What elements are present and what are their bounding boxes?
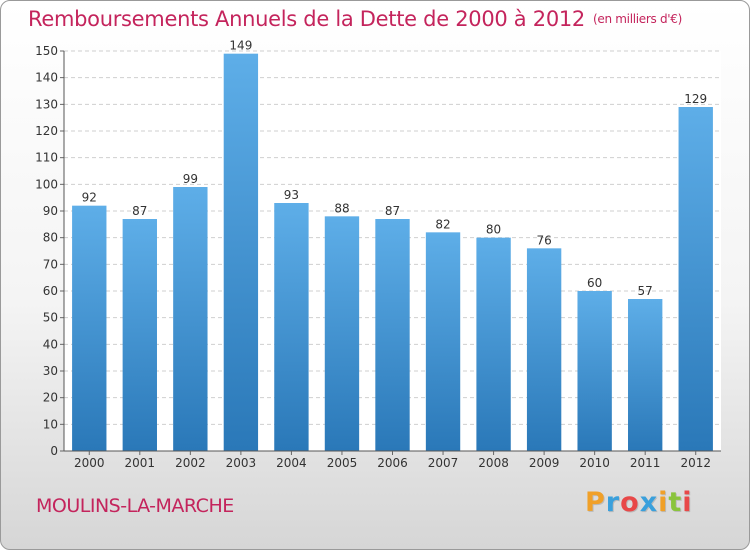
data-label: 76 — [536, 233, 551, 247]
data-label: 149 — [229, 39, 252, 53]
data-label: 129 — [684, 92, 707, 106]
bar-2012 — [678, 107, 713, 451]
place-name: MOULINS-LA-MARCHE — [36, 495, 234, 517]
y-tick-label: 70 — [43, 257, 58, 271]
logo-letter: r — [605, 487, 621, 518]
y-tick-label: 110 — [35, 151, 58, 165]
y-tick-label: 0 — [50, 444, 58, 458]
x-tick-label: 2001 — [125, 456, 156, 470]
logo-letter: t — [668, 487, 683, 518]
y-tick-label: 130 — [35, 97, 58, 111]
y-tick-label: 100 — [35, 177, 58, 191]
y-tick-label: 60 — [43, 284, 58, 298]
data-label: 99 — [183, 172, 198, 186]
data-label: 87 — [132, 204, 147, 218]
bar-2004 — [274, 203, 309, 451]
x-tick-label: 2009 — [529, 456, 560, 470]
bar-2000 — [72, 205, 107, 451]
x-tick-label: 2008 — [478, 456, 509, 470]
bar-2001 — [122, 219, 157, 451]
y-axis: 0 10 20 30 40 50 60 70 80 90 100 110 120 130 140 150 — [35, 44, 65, 458]
bar-2002 — [173, 187, 208, 451]
data-label: 82 — [435, 217, 450, 231]
y-tick-label: 150 — [35, 44, 58, 58]
x-tick-label: 2002 — [175, 456, 206, 470]
y-tick-label: 40 — [43, 337, 58, 351]
logo-letter: o — [620, 487, 640, 518]
x-tick-label: 2004 — [276, 456, 307, 470]
data-label: 92 — [82, 191, 97, 205]
bars: 92 87 99 149 93 88 87 82 80 76 60 57 129 — [72, 39, 713, 452]
x-tick-label: 2005 — [327, 456, 358, 470]
data-label: 93 — [284, 188, 299, 202]
proxiti-logo: Proxiti — [585, 487, 693, 518]
x-tick-label: 2011 — [630, 456, 661, 470]
y-tick-label: 20 — [43, 391, 58, 405]
x-tick-label: 2012 — [680, 456, 711, 470]
bar-2003 — [223, 53, 259, 452]
y-tick-label: 30 — [43, 364, 58, 378]
logo-letter: i — [682, 487, 693, 518]
x-tick-label: 2010 — [579, 456, 610, 470]
x-tick-label: 2003 — [226, 456, 257, 470]
chart-title: Remboursements Annuels de la Dette de 20… — [28, 7, 682, 31]
data-label: 57 — [638, 284, 653, 298]
x-tick-label: 2006 — [377, 456, 408, 470]
data-label: 60 — [587, 276, 602, 290]
logo-letter: P — [585, 487, 606, 518]
bar-2009 — [526, 248, 562, 451]
bar-2010 — [577, 291, 612, 451]
bar-2005 — [324, 216, 360, 451]
data-label: 88 — [334, 201, 349, 215]
data-label: 87 — [385, 204, 400, 218]
y-tick-label: 140 — [35, 71, 58, 85]
y-tick-label: 80 — [43, 231, 58, 245]
x-tick-label: 2000 — [74, 456, 105, 470]
y-tick-label: 10 — [43, 417, 58, 431]
y-tick-label: 90 — [43, 204, 58, 218]
x-axis: 2000 2001 2002 2003 2004 2005 2006 2007 2008 2009… — [64, 450, 721, 470]
logo-letter: i — [658, 487, 669, 518]
data-label: 80 — [486, 223, 501, 237]
y-tick-label: 50 — [43, 311, 58, 325]
chart-title-text: Remboursements Annuels de la Dette de 20… — [28, 7, 585, 31]
bar-2008 — [476, 237, 511, 451]
y-tick-label: 120 — [35, 124, 58, 138]
bar-2011 — [628, 299, 663, 451]
bar-2007 — [425, 232, 461, 451]
x-tick-label: 2007 — [428, 456, 459, 470]
chart-unit: (en milliers d'€) — [593, 12, 683, 26]
logo-letter: x — [639, 487, 659, 518]
bar-2006 — [375, 219, 410, 451]
